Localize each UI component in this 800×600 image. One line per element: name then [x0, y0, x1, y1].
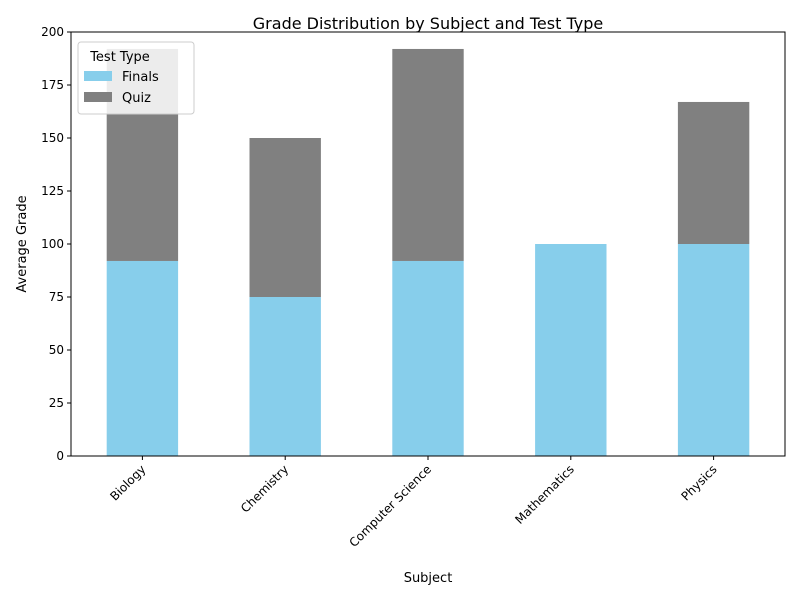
bar-quiz-physics: [677, 101, 750, 245]
plot-frame: [70, 31, 786, 457]
y-tick-label: 150: [41, 131, 64, 145]
y-tick-label: 200: [41, 25, 64, 39]
bar-finals-mathematics: [535, 244, 607, 456]
bar-quiz-computer-science: [392, 48, 464, 261]
y-tick-label: 0: [56, 449, 64, 463]
chart-title: Grade Distribution by Subject and Test T…: [253, 14, 603, 33]
y-tick-label: 50: [49, 343, 64, 357]
bar-finals-chemistry: [249, 297, 321, 456]
y-tick-label: 100: [41, 237, 64, 251]
y-axis-label: Average Grade: [15, 195, 30, 292]
bars-group: [106, 48, 750, 456]
bar-quiz-chemistry: [249, 138, 321, 297]
legend-label: Finals: [122, 70, 159, 85]
legend-swatch: [84, 71, 112, 81]
y-axis: 0 25 50 75 100 125 150 175 200: [41, 25, 71, 463]
y-tick-label: 25: [49, 396, 64, 410]
legend-label: Quiz: [122, 91, 151, 106]
legend-title: Test Type: [89, 50, 150, 65]
bar-finals-physics: [677, 244, 750, 456]
bar-finals-biology: [106, 260, 179, 456]
legend-swatch: [84, 92, 112, 102]
y-tick-label: 175: [41, 78, 64, 92]
bar-finals-computer-science: [392, 260, 464, 456]
x-axis-label: Subject: [404, 571, 453, 586]
y-tick-label: 125: [41, 184, 64, 198]
y-tick-label: 75: [49, 290, 64, 304]
legend: Test Type Finals Quiz: [77, 41, 195, 115]
